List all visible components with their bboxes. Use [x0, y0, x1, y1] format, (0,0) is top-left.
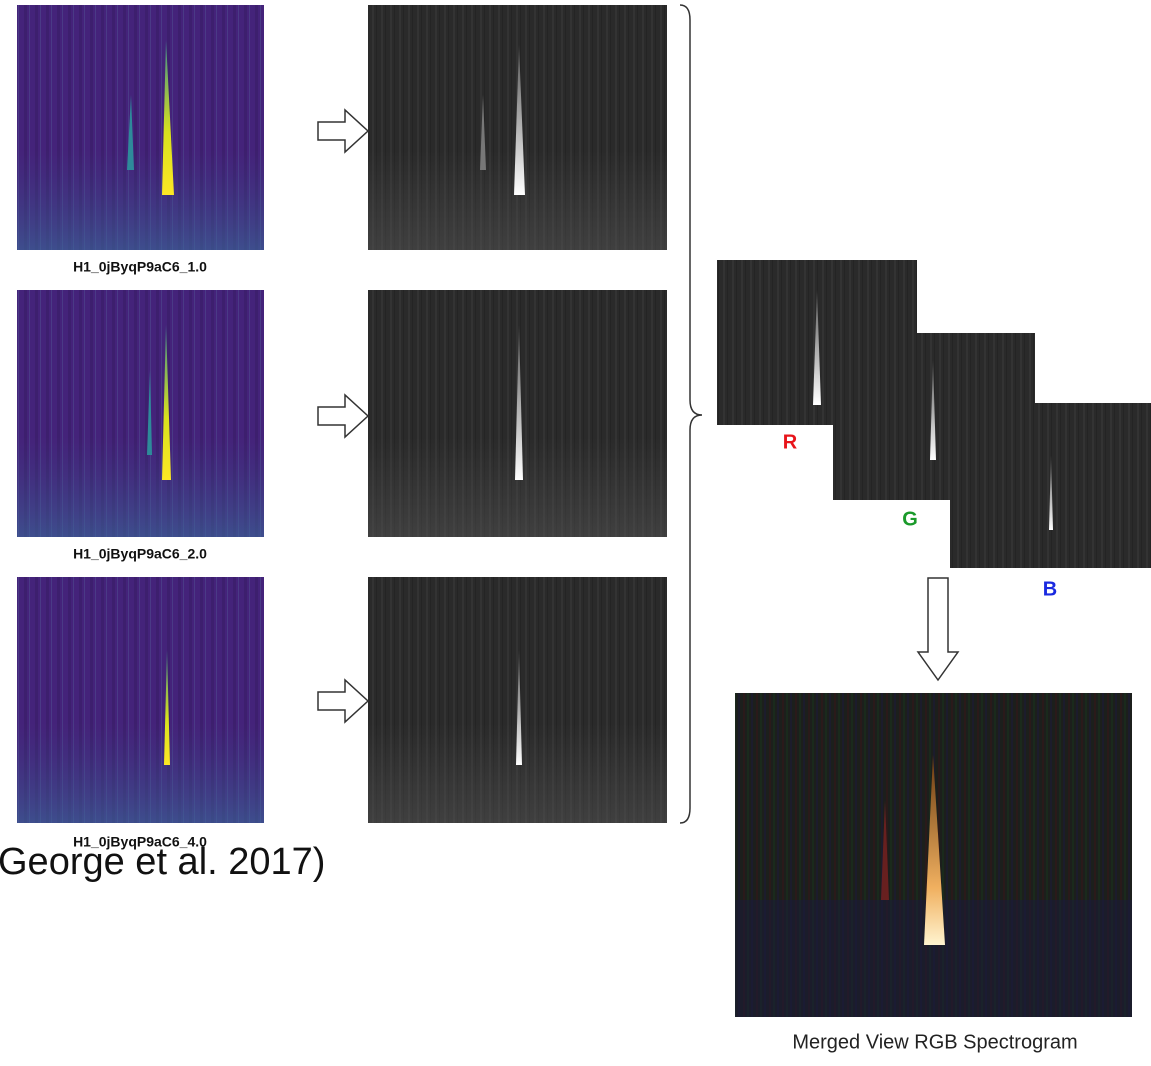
page: {"panels": [{"label": "H1_0jByqP9aC6_1.0… — [0, 0, 1151, 1061]
viridis-panel — [17, 577, 264, 823]
viridis-panel — [17, 5, 264, 250]
brace — [680, 5, 702, 823]
gray-panel — [368, 290, 667, 537]
channel-panel — [950, 403, 1151, 568]
panel-label: H1_0jByqP9aC6_1.0 — [73, 259, 207, 275]
citation: George et al. 2017) — [0, 841, 325, 883]
channel-label: R — [783, 431, 798, 453]
merged-label: Merged View RGB Spectrogram — [792, 1031, 1077, 1053]
channel-label: G — [902, 508, 918, 530]
gray-panel — [368, 5, 667, 250]
viridis-panel — [17, 290, 264, 537]
gray-panel — [368, 577, 667, 823]
channel-label: B — [1043, 578, 1057, 600]
panel-label: H1_0jByqP9aC6_2.0 — [73, 546, 207, 562]
merged-panel — [735, 693, 1132, 1017]
diagram: H1_0jByqP9aC6_1.0 H1_0jByqP9aC6_2.0 H1_0… — [0, 0, 1151, 1061]
